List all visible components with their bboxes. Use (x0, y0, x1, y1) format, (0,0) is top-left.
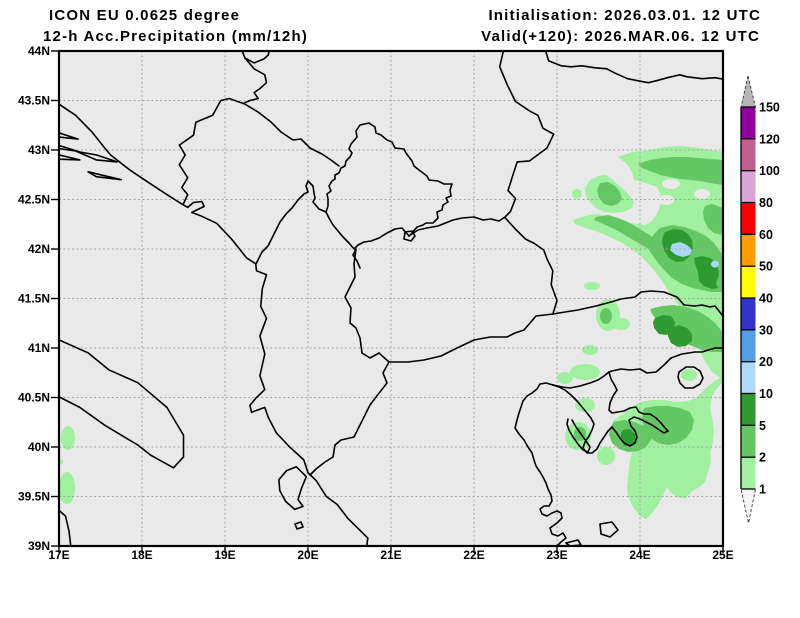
svg-text:39N: 39N (28, 539, 50, 553)
svg-text:10: 10 (759, 387, 773, 401)
svg-text:17E: 17E (48, 548, 69, 562)
svg-text:60: 60 (759, 228, 773, 242)
svg-text:18E: 18E (131, 548, 152, 562)
svg-text:42N: 42N (28, 242, 50, 256)
svg-text:50: 50 (759, 260, 773, 274)
svg-text:24E: 24E (629, 548, 650, 562)
svg-text:1: 1 (759, 483, 766, 497)
svg-text:150: 150 (759, 101, 780, 115)
svg-text:2: 2 (759, 451, 766, 465)
svg-text:20E: 20E (297, 548, 318, 562)
svg-text:40.5N: 40.5N (18, 391, 50, 405)
svg-text:43.5N: 43.5N (18, 94, 50, 108)
svg-text:41N: 41N (28, 341, 50, 355)
svg-text:44N: 44N (28, 44, 50, 58)
svg-text:30: 30 (759, 323, 773, 337)
svg-text:19E: 19E (214, 548, 235, 562)
svg-text:40N: 40N (28, 440, 50, 454)
svg-text:23E: 23E (546, 548, 567, 562)
svg-text:39.5N: 39.5N (18, 490, 50, 504)
svg-text:100: 100 (759, 164, 780, 178)
svg-text:80: 80 (759, 196, 773, 210)
svg-text:20: 20 (759, 355, 773, 369)
svg-text:120: 120 (759, 132, 780, 146)
svg-text:43N: 43N (28, 143, 50, 157)
svg-text:40: 40 (759, 292, 773, 306)
svg-text:42.5N: 42.5N (18, 193, 50, 207)
svg-text:41.5N: 41.5N (18, 292, 50, 306)
svg-text:21E: 21E (380, 548, 401, 562)
svg-text:5: 5 (759, 419, 766, 433)
svg-text:25E: 25E (712, 548, 733, 562)
svg-text:22E: 22E (463, 548, 484, 562)
